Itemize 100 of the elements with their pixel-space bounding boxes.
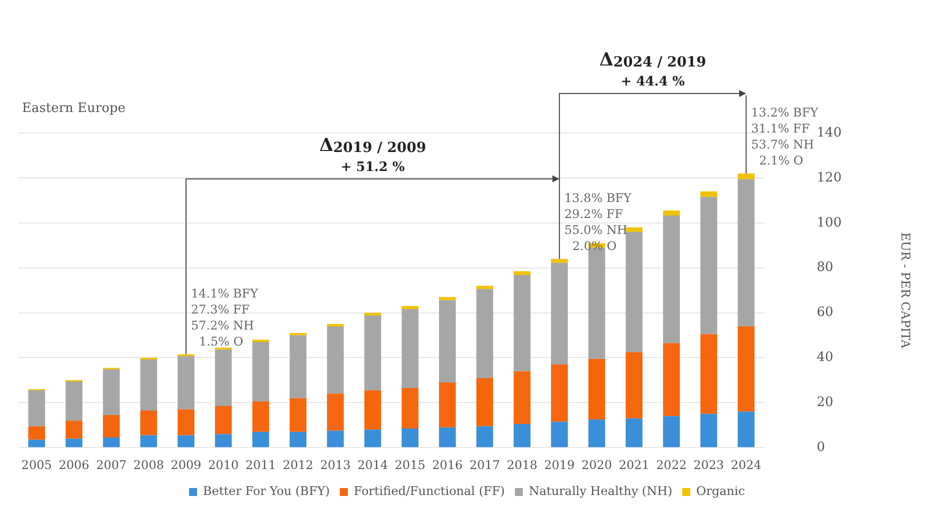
bar: [700, 414, 718, 448]
bar: [439, 382, 456, 428]
bar: [290, 432, 306, 448]
legend-label: Fortified/Functional (FF): [354, 484, 505, 498]
bar: [252, 342, 270, 402]
bar: [700, 191, 718, 197]
bar: [626, 227, 642, 232]
x-tick-label: 2014: [357, 458, 388, 472]
y-tick-label: 0: [816, 440, 826, 455]
bar: [514, 424, 530, 448]
bar: [178, 356, 194, 410]
x-tick-label: 2010: [208, 458, 239, 472]
legend-label: Naturally Healthy (NH): [528, 484, 672, 498]
bar: [252, 432, 270, 448]
x-tick-label: 2016: [432, 458, 463, 472]
x-tick-label: 2013: [320, 458, 351, 472]
bar: [663, 343, 680, 416]
bar: [476, 378, 494, 426]
bar: [252, 402, 270, 432]
bar: [439, 300, 456, 382]
bar: [66, 382, 82, 421]
bar: [514, 271, 530, 276]
text: Δ2024 / 2019 + 44.4 %: [599, 49, 706, 90]
y-tick-label: 40: [816, 350, 834, 366]
bar: [28, 440, 46, 448]
x-tick-label: 2008: [133, 458, 164, 472]
x-tick-label: 2019: [544, 458, 575, 472]
bar: [439, 297, 456, 300]
y-tick-label: 80: [816, 260, 834, 276]
bar: [102, 437, 120, 448]
bar: [214, 434, 232, 448]
bar: [626, 232, 642, 352]
bar: [738, 173, 755, 180]
x-tick-label: 2007: [96, 458, 127, 472]
bar: [551, 422, 568, 448]
bar: [140, 360, 158, 411]
bar: [214, 406, 232, 434]
bar: [663, 416, 680, 448]
bar: [700, 196, 718, 334]
x-tick-label: 2012: [282, 458, 314, 472]
bar: [476, 426, 494, 448]
bar: [588, 358, 606, 420]
legend-label: Organic: [696, 484, 746, 498]
bar: [102, 369, 120, 416]
x-tick-label: 2021: [618, 458, 650, 472]
y-tick-label: 20: [816, 395, 834, 410]
bar: [626, 418, 642, 448]
bar: [439, 427, 456, 448]
chart-title: Eastern Europe: [22, 100, 126, 116]
legend-label: Better For You (BFY): [203, 484, 330, 498]
bar: [66, 420, 82, 439]
x-tick-label: 2024: [730, 458, 762, 472]
bar: [476, 289, 494, 378]
bar: [326, 326, 344, 394]
bar: [663, 210, 680, 216]
bar: [326, 394, 344, 431]
bar: [364, 315, 382, 390]
x-tick-label: 2022: [656, 458, 687, 472]
bar: [402, 388, 418, 428]
bar: [214, 350, 232, 406]
bar: [290, 398, 306, 432]
bar: [102, 415, 120, 438]
x-tick-label: 2009: [170, 458, 202, 472]
y-tick-label: 120: [816, 170, 842, 186]
bar: [588, 420, 606, 448]
bar: [364, 390, 382, 430]
y-tick-label: 60: [816, 305, 834, 320]
bar: [28, 426, 46, 440]
x-tick-label: 2015: [394, 458, 426, 472]
bar: [551, 258, 568, 263]
bar: [738, 412, 755, 448]
bar: [551, 262, 568, 364]
x-tick-label: 2023: [694, 458, 724, 472]
bar: [140, 410, 158, 436]
x-tick-label: 2017: [469, 458, 500, 472]
bar: [551, 364, 568, 422]
x-tick-label: 2006: [58, 458, 90, 472]
bar: [140, 435, 158, 448]
bar: [290, 332, 306, 336]
annotation: Δ2019 / 2009 + 51.2 %: [319, 134, 426, 175]
bar: [402, 308, 418, 388]
bar: [738, 326, 755, 412]
bar: [738, 179, 755, 326]
bar: [514, 275, 530, 372]
x-tick-label: 2011: [245, 458, 276, 472]
bar: [626, 352, 642, 418]
y-tick-label: 140: [816, 125, 842, 140]
bar: [364, 430, 382, 448]
x-tick-label: 2018: [506, 458, 538, 472]
bar: [326, 430, 344, 448]
bar: [364, 312, 382, 316]
bar: [290, 335, 306, 398]
x-tick-label: 2005: [21, 458, 52, 472]
bar: [178, 435, 194, 448]
y-tick-label: 100: [816, 215, 842, 230]
bar: [663, 215, 680, 344]
bar: [66, 438, 82, 448]
annotation: 13.2% BFY 31.1% FF 53.7% NH 2.1% O: [751, 106, 820, 168]
x-tick-label: 2020: [581, 458, 612, 472]
bar: [402, 306, 418, 309]
